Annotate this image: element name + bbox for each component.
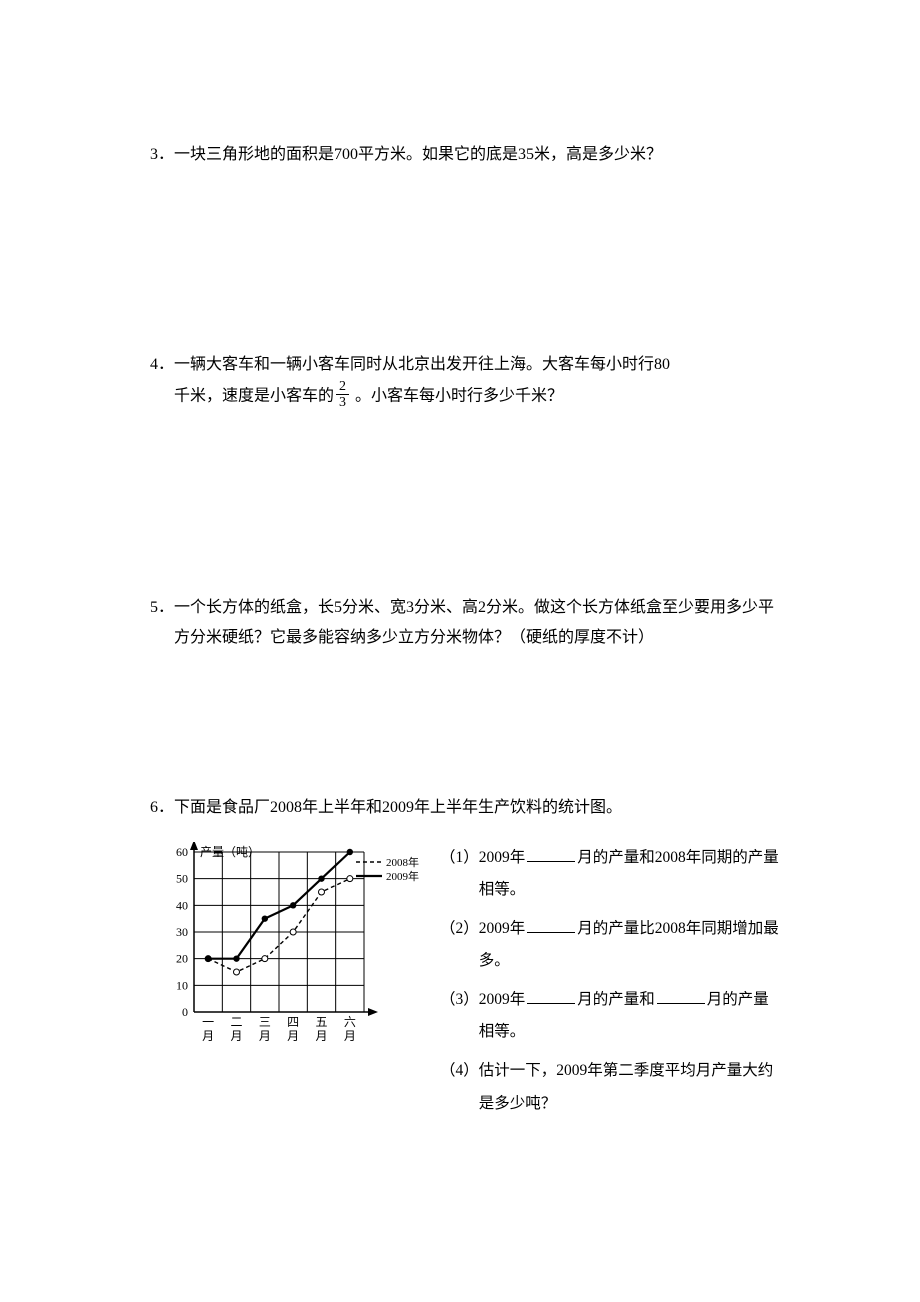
sub-number: （3） bbox=[440, 984, 479, 1049]
question-text: 一个长方体的纸盒，长5分米、宽3分米、高2分米。做这个长方体纸盒至少要用多少平方… bbox=[174, 593, 780, 654]
production-chart: 0102030405060产量（吨）一月二月三月四月五月六月2008年2009年 bbox=[150, 842, 420, 1083]
question-number: 5． bbox=[150, 593, 174, 654]
question-number: 6． bbox=[150, 793, 174, 823]
question-number: 4． bbox=[150, 350, 174, 412]
question-4: 4． 一辆大客车和一辆小客车同时从北京出发开往上海。大客车每小时行80 千米，速… bbox=[150, 350, 780, 412]
question-text: 一辆大客车和一辆小客车同时从北京出发开往上海。大客车每小时行80 千米，速度是小… bbox=[174, 350, 780, 412]
question-intro: 下面是食品厂2008年上半年和2009年上半年生产饮料的统计图。 bbox=[174, 793, 780, 823]
fill-blank[interactable] bbox=[657, 989, 705, 1004]
fraction: 23 bbox=[336, 379, 349, 411]
svg-text:月: 月 bbox=[344, 1029, 356, 1043]
svg-text:60: 60 bbox=[176, 845, 188, 859]
fraction-denominator: 3 bbox=[336, 395, 349, 410]
question-text: 一块三角形地的面积是700平方米。如果它的底是35米，高是多少米？ bbox=[174, 140, 780, 170]
sub-text: 2009年月的产量比2008年同期增加最多。 bbox=[479, 913, 780, 978]
svg-text:月: 月 bbox=[230, 1029, 242, 1043]
svg-text:0: 0 bbox=[182, 1005, 188, 1019]
question-number: 3． bbox=[150, 140, 174, 170]
sub-text: 2009年月的产量和月的产量相等。 bbox=[479, 984, 780, 1049]
svg-text:四: 四 bbox=[287, 1015, 299, 1029]
q4-line2-post: 。小客车每小时行多少千米？ bbox=[351, 387, 563, 404]
q4-line2-pre: 千米，速度是小客车的 bbox=[174, 387, 334, 404]
svg-text:六: 六 bbox=[344, 1015, 356, 1029]
question-5: 5． 一个长方体的纸盒，长5分米、宽3分米、高2分米。做这个长方体纸盒至少要用多… bbox=[150, 593, 780, 654]
svg-text:40: 40 bbox=[176, 898, 188, 912]
sub-question-4: （4） 估计一下，2009年第二季度平均月产量大约是多少吨？ bbox=[440, 1055, 780, 1120]
svg-text:月: 月 bbox=[202, 1029, 214, 1043]
svg-text:一: 一 bbox=[202, 1015, 214, 1029]
sub-question-2: （2） 2009年月的产量比2008年同期增加最多。 bbox=[440, 913, 780, 978]
svg-text:月: 月 bbox=[259, 1029, 271, 1043]
svg-text:月: 月 bbox=[287, 1029, 299, 1043]
q4-line1: 一辆大客车和一辆小客车同时从北京出发开往上海。大客车每小时行80 bbox=[174, 356, 670, 373]
sub-number: （2） bbox=[440, 913, 479, 978]
svg-text:10: 10 bbox=[176, 978, 188, 992]
sub-number: （1） bbox=[440, 842, 479, 907]
fill-blank[interactable] bbox=[527, 918, 575, 933]
fraction-numerator: 2 bbox=[336, 379, 349, 395]
sub-number: （4） bbox=[440, 1055, 479, 1120]
question-3: 3． 一块三角形地的面积是700平方米。如果它的底是35米，高是多少米？ bbox=[150, 140, 780, 170]
svg-text:三: 三 bbox=[259, 1015, 271, 1029]
svg-text:产量（吨）: 产量（吨） bbox=[200, 845, 260, 859]
fill-blank[interactable] bbox=[527, 847, 575, 862]
chart-svg: 0102030405060产量（吨）一月二月三月四月五月六月2008年2009年 bbox=[150, 842, 420, 1072]
fill-blank[interactable] bbox=[527, 989, 575, 1004]
question-6: 6． 下面是食品厂2008年上半年和2009年上半年生产饮料的统计图。 0 10 2… bbox=[150, 793, 780, 1126]
q6-content: 0102030405060产量（吨）一月二月三月四月五月六月2008年2009年… bbox=[150, 842, 780, 1126]
svg-text:五: 五 bbox=[315, 1015, 327, 1029]
svg-text:2009年: 2009年 bbox=[386, 869, 419, 883]
sub-question-1: （1） 2009年月的产量和2008年同期的产量相等。 bbox=[440, 842, 780, 907]
sub-text: 估计一下，2009年第二季度平均月产量大约是多少吨？ bbox=[479, 1055, 780, 1120]
svg-text:月: 月 bbox=[315, 1029, 327, 1043]
svg-text:二: 二 bbox=[230, 1015, 242, 1029]
svg-text:50: 50 bbox=[176, 871, 188, 885]
exam-page: 3． 一块三角形地的面积是700平方米。如果它的底是35米，高是多少米？ 4． … bbox=[0, 0, 920, 1302]
svg-text:20: 20 bbox=[176, 951, 188, 965]
sub-question-3: （3） 2009年月的产量和月的产量相等。 bbox=[440, 984, 780, 1049]
svg-text:30: 30 bbox=[176, 925, 188, 939]
svg-text:2008年: 2008年 bbox=[386, 855, 419, 869]
sub-questions: （1） 2009年月的产量和2008年同期的产量相等。 （2） 2009年月的产… bbox=[420, 842, 780, 1126]
sub-text: 2009年月的产量和2008年同期的产量相等。 bbox=[479, 842, 780, 907]
